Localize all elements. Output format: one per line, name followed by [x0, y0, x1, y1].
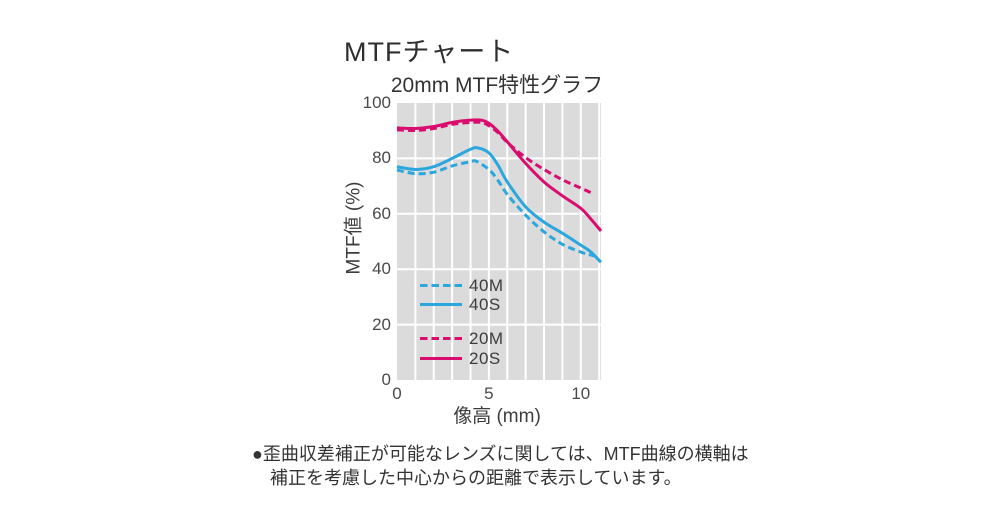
legend-label-20S: 20S: [469, 348, 501, 368]
legend-item-40S: 40S: [420, 294, 501, 314]
x-tick-10: 10: [571, 384, 591, 403]
series-line-20S: [396, 118, 603, 232]
x-tick-0: 0: [392, 384, 402, 403]
legend-item-20S: 20S: [420, 348, 501, 368]
legend-line-sample-dashed: [420, 284, 462, 287]
y-tick-80: 80: [372, 148, 391, 168]
y-tick-60: 60: [372, 203, 391, 223]
legend-item-20M: 20M: [420, 328, 504, 348]
legend-item-40M: 40M: [420, 275, 504, 295]
y-tick-0: 0: [381, 370, 391, 389]
legend-line-sample-solid: [420, 303, 462, 306]
y-tick-20: 20: [372, 314, 391, 334]
mtf-plot-area: 40M 40S 20M 20S: [396, 103, 603, 380]
chart-subtitle: 20mm MTF特性グラフ: [390, 74, 604, 97]
y-axis-label: MTF値 (%): [343, 181, 365, 275]
x-axis-label: 像高 (mm): [453, 406, 541, 427]
legend-line-sample-solid: [420, 357, 462, 360]
footnote: ●歪曲収差補正が可能なレンズに関しては、MTF曲線の横軸は 補正を考慮した中心か…: [252, 443, 749, 490]
footnote-line-1: ●歪曲収差補正が可能なレンズに関しては、MTF曲線の横軸は: [252, 444, 749, 464]
series-line-40M: [396, 159, 600, 259]
y-tick-40: 40: [372, 259, 391, 279]
series-line-40S: [396, 146, 603, 264]
series-line-20M: [396, 120, 595, 196]
mtf-plot-svg: [396, 103, 603, 380]
footnote-line-2: 補正を考慮した中心からの距離で表示しています。: [270, 467, 682, 488]
legend-label-20M: 20M: [469, 328, 504, 348]
legend-label-40S: 40S: [469, 294, 501, 314]
y-tick-100: 100: [362, 93, 391, 112]
x-tick-5: 5: [484, 384, 494, 403]
legend-label-40M: 40M: [469, 275, 504, 295]
legend-line-sample-dashed: [420, 337, 462, 340]
page-title: MTFチャート: [344, 37, 515, 67]
